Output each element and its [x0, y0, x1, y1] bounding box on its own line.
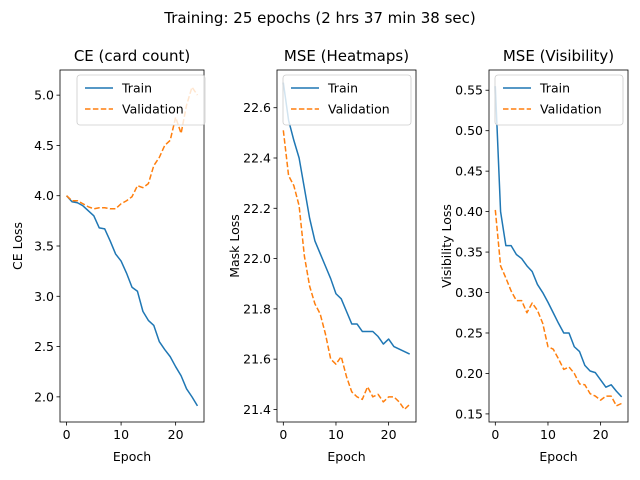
y-tick-label: 22.6: [243, 100, 271, 115]
y-tick-label: 0.20: [455, 366, 483, 381]
x-axis-label: Epoch: [539, 449, 577, 464]
series-line-validation: [66, 86, 199, 210]
chart-panel-2: 0 10 20 21.4 21.6 21.8 22.0 22.2 22.4 22.6 MSE (He…: [227, 47, 417, 464]
x-axis-label: Epoch: [327, 449, 365, 464]
y-tick-label: 0.55: [455, 83, 483, 98]
y-tick-label: 0.15: [455, 406, 483, 421]
y-axis-label: Visibility Loss: [439, 204, 454, 288]
series-line-train: [494, 86, 623, 398]
y-tick-label: 3.0: [34, 289, 54, 304]
y-tick-label: 3.5: [34, 239, 54, 254]
legend-label-validation: Validation: [328, 102, 390, 117]
x-tick-label: 20: [168, 427, 184, 442]
series-line-validation: [282, 130, 411, 411]
y-tick-label: 0.45: [455, 164, 483, 179]
legend-label-validation: Validation: [540, 102, 602, 117]
x-tick-label: 20: [593, 427, 609, 442]
y-tick-label: 0.25: [455, 325, 483, 340]
legend-label-train: Train: [121, 81, 152, 96]
legend-label-train: Train: [327, 81, 358, 96]
legend: Train Validation: [494, 74, 624, 126]
y-axis-label: Mask Loss: [227, 214, 242, 278]
y-tick-label: 4.5: [34, 138, 54, 153]
y-tick-label: 22.2: [243, 201, 271, 216]
chart-title: MSE (Heatmaps): [284, 47, 409, 65]
y-tick-label: 22.0: [243, 251, 271, 266]
x-tick-label: 0: [63, 427, 71, 442]
x-tick-label: 10: [540, 427, 556, 442]
y-tick-label: 5.0: [34, 88, 54, 103]
y-tick-label: 21.4: [243, 402, 271, 417]
y-tick-label: 4.0: [34, 188, 54, 203]
x-axis-label: Epoch: [113, 449, 151, 464]
legend: Train Validation: [76, 74, 206, 126]
y-tick-label: 0.30: [455, 285, 483, 300]
chart-title: MSE (Visibility): [503, 47, 614, 65]
y-tick-label: 21.8: [243, 301, 271, 316]
y-tick-label: 21.6: [243, 352, 271, 367]
x-tick-label: 10: [113, 427, 129, 442]
y-tick-label: 2.5: [34, 339, 54, 354]
legend-label-train: Train: [539, 81, 570, 96]
x-tick-label: 20: [381, 427, 397, 442]
y-axis-label: CE Loss: [10, 222, 25, 270]
figure-suptitle: Training: 25 epochs (2 hrs 37 min 38 sec…: [163, 9, 475, 27]
legend-label-validation: Validation: [122, 102, 184, 117]
x-tick-label: 10: [328, 427, 344, 442]
chart-panel-1: 0 10 20 2.0 2.5 3.0 3.5 4.0 4.5 5.0 CE (card count…: [10, 47, 206, 464]
x-tick-label: 0: [279, 427, 287, 442]
y-tick-label: 0.50: [455, 123, 483, 138]
axes-frame: [276, 69, 417, 423]
chart-title: CE (card count): [74, 47, 190, 65]
y-tick-label: 2.0: [34, 389, 54, 404]
y-tick-label: 0.40: [455, 204, 483, 219]
chart-panel-3: 0 10 20 0.15 0.20 0.25 0.30 0.35 0.40 0.45 0.50 0.5…: [439, 47, 629, 464]
legend: Train Validation: [282, 74, 412, 126]
x-tick-label: 0: [491, 427, 499, 442]
y-tick-label: 0.35: [455, 245, 483, 260]
axes-frame: [488, 69, 629, 423]
series-line-train: [282, 82, 411, 355]
series-line-validation: [494, 209, 622, 407]
series-line-train: [65, 195, 199, 407]
y-tick-label: 22.4: [243, 151, 271, 166]
